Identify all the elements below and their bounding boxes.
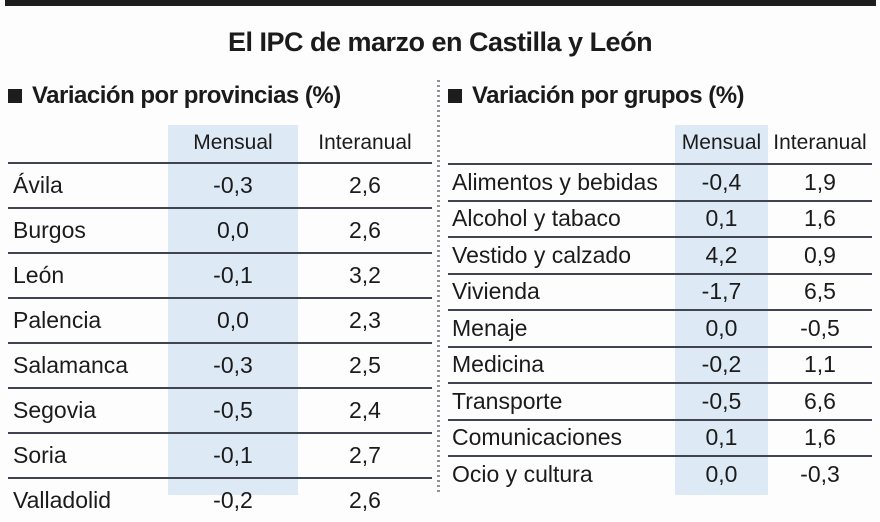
- table-row: Salamanca -0,3 2,5: [8, 342, 432, 387]
- square-bullet-icon: [8, 89, 22, 103]
- row-label: Comunicaciones: [452, 424, 623, 451]
- row-label: Salamanca: [13, 352, 129, 378]
- top-rule: [5, 0, 876, 6]
- row-label: Transporte: [452, 387, 563, 414]
- row-label: Valladolid: [13, 487, 112, 513]
- mensual-value: -0,2: [701, 351, 742, 378]
- mensual-value: 0,0: [705, 460, 738, 487]
- interanual-value: 3,2: [349, 262, 381, 288]
- row-label: Palencia: [13, 307, 102, 333]
- interanual-value: -0,5: [800, 314, 840, 341]
- mensual-value: -0,1: [213, 442, 253, 468]
- interanual-value: 1,9: [804, 168, 836, 195]
- row-label: Alcohol y tabaco: [452, 205, 621, 232]
- column-header-mensual: Mensual: [681, 131, 762, 154]
- mensual-value: 0,1: [705, 205, 738, 232]
- mensual-value: -0,3: [213, 172, 253, 198]
- mensual-value: -0,2: [213, 487, 253, 513]
- groups-column-headers: Mensual Interanual: [448, 128, 872, 158]
- table-row: Menaje 0,0 -0,5: [448, 309, 872, 346]
- mensual-value: 4,2: [705, 241, 738, 268]
- table-row: Ávila -0,3 2,6: [8, 162, 432, 207]
- mensual-value: -0,5: [701, 387, 742, 414]
- row-label: Burgos: [13, 217, 86, 243]
- mensual-value: -1,7: [701, 278, 742, 305]
- table-row: León -0,1 3,2: [8, 252, 432, 297]
- mensual-value: 0,0: [705, 314, 738, 341]
- row-label: Alimentos y bebidas: [452, 168, 658, 195]
- interanual-value: 1,6: [804, 424, 836, 451]
- row-label: Soria: [13, 442, 67, 468]
- table-row: Palencia 0,0 2,3: [8, 297, 432, 342]
- column-header-mensual: Mensual: [193, 131, 273, 154]
- table-row: Medicina -0,2 1,1: [448, 345, 872, 383]
- row-label: Ocio y cultura: [452, 460, 593, 487]
- interanual-value: 2,7: [349, 442, 381, 468]
- column-header-interanual: Interanual: [773, 131, 867, 154]
- interanual-value: 1,1: [804, 351, 836, 378]
- row-label: Segovia: [13, 397, 97, 423]
- square-bullet-icon: [448, 89, 462, 103]
- mensual-value: 0,1: [705, 424, 738, 451]
- provinces-column-headers: Mensual Interanual: [8, 128, 432, 158]
- mensual-value: 0,0: [217, 307, 249, 333]
- column-header-interanual: Interanual: [318, 131, 412, 154]
- groups-heading-label: Variación por grupos (%): [472, 82, 745, 109]
- groups-heading: Variación por grupos (%): [448, 82, 872, 110]
- mensual-value: 0,0: [217, 217, 249, 243]
- mensual-value: -0,3: [213, 352, 253, 378]
- interanual-value: 2,3: [349, 307, 381, 333]
- table-row: Segovia -0,5 2,4: [8, 387, 432, 432]
- table-row: Soria -0,1 2,7: [8, 432, 432, 477]
- provinces-rows: Ávila -0,3 2,6 Burgos 0,0 2,6 León -0,1 …: [8, 162, 432, 522]
- mensual-value: -0,5: [213, 397, 253, 423]
- provinces-section: Variación por provincias (%) Mensual Int…: [8, 82, 432, 513]
- table-row: Transporte -0,5 6,6: [448, 382, 872, 419]
- mensual-value: -0,4: [701, 168, 742, 195]
- provinces-heading-label: Variación por provincias (%): [32, 82, 341, 109]
- row-label: Menaje: [452, 314, 528, 341]
- interanual-value: 6,6: [804, 387, 836, 414]
- interanual-value: -0,3: [800, 460, 840, 487]
- row-label: Medicina: [452, 351, 545, 378]
- row-label: Ávila: [13, 172, 63, 198]
- section-divider: [437, 80, 440, 495]
- table-row: Burgos 0,0 2,6: [8, 207, 432, 252]
- table-row: Alimentos y bebidas -0,4 1,9: [448, 163, 872, 200]
- provinces-heading: Variación por provincias (%): [8, 82, 432, 110]
- interanual-value: 6,5: [804, 278, 836, 305]
- interanual-value: 2,6: [349, 172, 381, 198]
- row-label: León: [13, 262, 65, 288]
- interanual-value: 2,6: [349, 487, 381, 513]
- row-label: Vestido y calzado: [452, 241, 632, 268]
- table-row: Ocio y cultura 0,0 -0,3: [448, 455, 872, 492]
- table-row: Valladolid -0,2 2,6: [8, 477, 432, 522]
- table-row: Vestido y calzado 4,2 0,9: [448, 236, 872, 273]
- page-title: El IPC de marzo en Castilla y León: [227, 27, 653, 58]
- interanual-value: 2,4: [349, 397, 381, 423]
- interanual-value: 2,6: [349, 217, 381, 243]
- interanual-value: 0,9: [804, 241, 836, 268]
- row-label: Vivienda: [452, 278, 540, 305]
- table-row: Vivienda -1,7 6,5: [448, 272, 872, 310]
- interanual-value: 2,5: [349, 352, 381, 378]
- mensual-value: -0,1: [213, 262, 253, 288]
- groups-rows: Alimentos y bebidas -0,4 1,9 Alcohol y t…: [448, 163, 872, 492]
- table-row: Comunicaciones 0,1 1,6: [448, 418, 872, 456]
- table-row: Alcohol y tabaco 0,1 1,6: [448, 199, 872, 237]
- groups-section: Variación por grupos (%) Mensual Interan…: [448, 82, 872, 495]
- interanual-value: 1,6: [804, 205, 836, 232]
